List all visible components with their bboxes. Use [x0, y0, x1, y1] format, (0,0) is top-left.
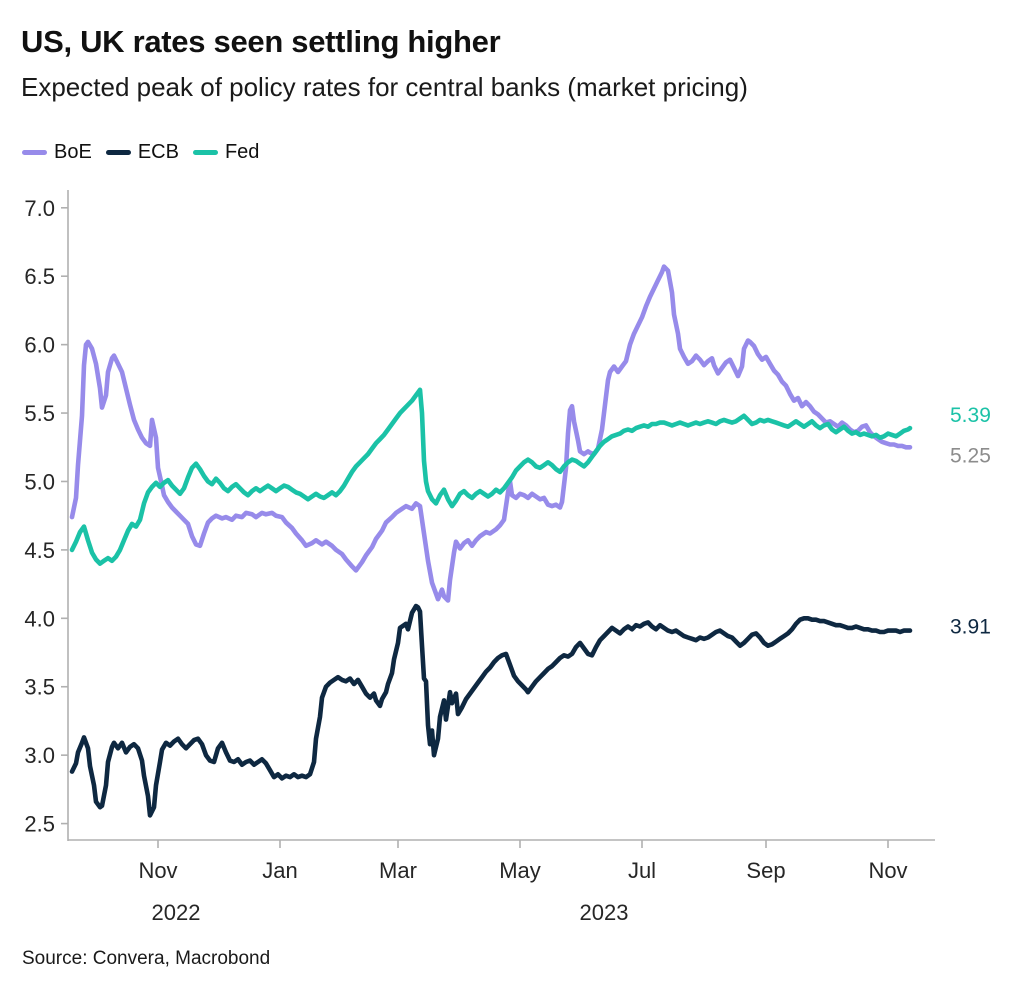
y-tick-label: 3.0 — [24, 743, 55, 768]
x-tick-label: Jul — [628, 858, 656, 883]
y-tick-label: 2.5 — [24, 812, 55, 837]
y-tick-label: 4.0 — [24, 606, 55, 631]
x-tick-label: Nov — [868, 858, 907, 883]
y-tick-label: 6.0 — [24, 333, 55, 358]
end-label-ecb: 3.91 — [950, 616, 991, 639]
legend-label-ecb: ECB — [137, 141, 179, 163]
source-note: Source: Convera, Macrobond — [22, 948, 271, 969]
y-tick-label: 4.5 — [24, 538, 55, 563]
x-tick-label: Sep — [746, 858, 785, 883]
y-tick-label: 5.0 — [24, 469, 55, 494]
line-ecb — [69, 603, 913, 818]
x-tick-label: Nov — [138, 858, 177, 883]
x-tick-label: May — [499, 858, 541, 883]
legend-swatch-ecb — [105, 150, 131, 155]
legend-item-boe: BoE — [22, 141, 92, 164]
year-label: 2022 — [152, 900, 201, 925]
chart-title: US, UK rates seen settling higher — [21, 24, 501, 59]
y-tick-label: 5.5 — [24, 401, 55, 426]
y-tick-label: 6.5 — [24, 264, 55, 289]
legend-swatch-fed — [192, 150, 218, 155]
line-boe — [69, 264, 913, 603]
y-tick-label: 7.0 — [24, 196, 55, 221]
legend-item-ecb: ECB — [105, 141, 179, 164]
x-tick-label: Mar — [379, 858, 417, 883]
end-label-boe: 5.25 — [950, 444, 991, 467]
line-fed — [69, 387, 913, 566]
end-label-fed: 5.39 — [950, 404, 991, 427]
chart-subtitle: Expected peak of policy rates for centra… — [21, 72, 748, 102]
x-tick-label: Jan — [262, 858, 297, 883]
chart-legend: BoE ECB Fed — [22, 141, 259, 164]
legend-item-fed: Fed — [192, 141, 260, 164]
y-tick-label: 3.5 — [24, 675, 55, 700]
legend-label-boe: BoE — [54, 141, 92, 163]
legend-swatch-boe — [22, 150, 47, 155]
legend-label-fed: Fed — [224, 141, 260, 163]
year-label: 2023 — [580, 900, 629, 925]
